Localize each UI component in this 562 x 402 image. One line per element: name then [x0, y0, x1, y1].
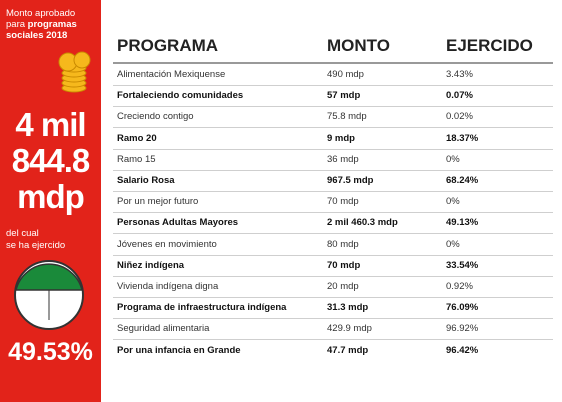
table-cell: 9 mdp	[327, 132, 355, 144]
row-rule	[113, 297, 553, 298]
table-cell: 47.7 mdp	[327, 344, 369, 356]
percent: 49.53%	[8, 338, 93, 366]
table-cell: 96.92%	[446, 323, 479, 335]
row-rule	[113, 318, 553, 320]
intro: para programas	[6, 19, 77, 30]
intro: Monto aprobado	[6, 8, 76, 19]
row-rule	[113, 85, 553, 86]
row-rule	[113, 339, 553, 341]
table-cell: Niñez indígena	[117, 259, 185, 271]
row-rule	[113, 275, 553, 277]
header: MONTO	[327, 36, 390, 55]
row-rule	[113, 254, 553, 256]
row-rule	[113, 212, 553, 214]
table-cell: 2 mil 460.3 mdp	[327, 217, 398, 229]
table-cell: Programa de infraestructura indígena	[117, 302, 287, 314]
table-cell: Personas Adultas Mayores	[117, 217, 239, 229]
table-cell: Por una infancia en Grande	[117, 344, 241, 356]
table-cell: 70 mdp	[327, 196, 359, 208]
row-rule	[113, 191, 553, 192]
table-cell: Salario Rosa	[117, 175, 175, 186]
table-cell: Vivienda indígena digna	[117, 281, 219, 292]
row-rule	[113, 148, 553, 150]
table-cell: 33.54%	[446, 259, 479, 271]
table-cell: 3.43%	[446, 69, 473, 80]
table-cell: 75.8 mdp	[327, 111, 367, 123]
table-cell: Seguridad alimentaria	[117, 323, 210, 335]
table-cell: Ramo 15	[117, 153, 156, 165]
table-cell: 429.9 mdp	[327, 323, 372, 335]
amount: 844.8	[11, 142, 91, 179]
table-cell: 0.07%	[446, 90, 473, 102]
amount: 4 mil	[15, 106, 86, 143]
pie-icon	[14, 260, 84, 330]
row-rule	[113, 233, 553, 235]
table-cell: Por un mejor futuro	[117, 196, 199, 208]
header-rule	[113, 62, 553, 64]
table-cell: 49.13%	[446, 217, 479, 229]
header: PROGRAMA	[117, 36, 219, 55]
table-cell: 967.5 mdp	[327, 175, 374, 186]
note: se ha ejercido	[6, 240, 66, 251]
table-cell: 68.24%	[446, 175, 479, 186]
table-cell: 80 mdp	[327, 238, 359, 250]
intro-bold: programas	[27, 19, 77, 30]
coins-icon	[58, 51, 91, 93]
table-cell: 0.02%	[446, 111, 473, 123]
table-cell: 0.92%	[446, 281, 473, 292]
sidebar: Monto aprobado para programas sociales 2…	[0, 0, 101, 402]
table-cell: 96.42%	[446, 344, 479, 356]
row-rule	[113, 169, 553, 171]
table-cell: 76.09%	[446, 302, 479, 314]
table-cell: Creciendo contigo	[117, 111, 194, 123]
table-cell: 31.3 mdp	[327, 302, 369, 314]
table-cell: 36 mdp	[327, 153, 359, 165]
table-cell: Jóvenes en movimiento	[117, 238, 217, 250]
header: EJERCIDO	[446, 36, 533, 55]
note: del cual	[6, 228, 39, 239]
row-rule	[113, 127, 553, 129]
table-cell: 70 mdp	[327, 259, 361, 271]
table-cell: 20 mdp	[327, 281, 359, 292]
table-cell: Ramo 20	[117, 132, 157, 144]
table-cell: 0%	[446, 196, 460, 208]
table-cell: 18.37%	[446, 132, 479, 144]
amount: mdp	[17, 178, 85, 215]
intro-bold: sociales 2018	[6, 30, 68, 41]
intro: para	[6, 19, 26, 30]
table-cell: 0%	[446, 238, 460, 250]
table-cell: 490 mdp	[327, 69, 364, 80]
table-cell: Alimentación Mexiquense	[117, 69, 226, 80]
table-cell: 0%	[446, 153, 460, 165]
table-cell: Fortaleciendo comunidades	[117, 90, 244, 102]
row-rule	[113, 106, 553, 108]
table-cell: 57 mdp	[327, 90, 361, 102]
